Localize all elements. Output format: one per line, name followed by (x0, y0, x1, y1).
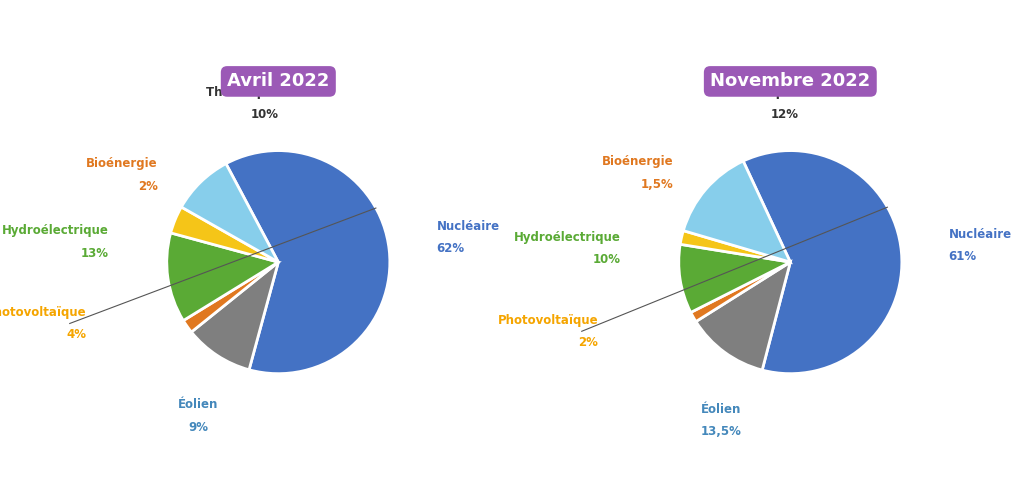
Wedge shape (171, 207, 279, 262)
Text: 2%: 2% (579, 336, 598, 349)
Text: Hydroélectrique: Hydroélectrique (514, 231, 621, 244)
Wedge shape (691, 262, 791, 322)
Wedge shape (696, 262, 791, 370)
Wedge shape (226, 151, 390, 374)
Wedge shape (181, 163, 279, 262)
Text: 62%: 62% (436, 242, 465, 255)
Wedge shape (679, 244, 791, 312)
Text: 10%: 10% (593, 253, 621, 266)
Wedge shape (680, 231, 791, 262)
Text: Éolien: Éolien (178, 398, 218, 411)
Wedge shape (743, 151, 902, 374)
Text: Avril 2022: Avril 2022 (227, 72, 330, 90)
Text: Éolien: Éolien (701, 403, 741, 416)
Text: 2%: 2% (138, 180, 158, 193)
Text: Thermique fossile: Thermique fossile (725, 86, 844, 99)
Text: 4%: 4% (67, 328, 86, 341)
Text: Bioénergie: Bioénergie (601, 155, 673, 168)
Wedge shape (683, 161, 791, 262)
Text: Novembre 2022: Novembre 2022 (711, 72, 870, 90)
Text: 1,5%: 1,5% (640, 178, 673, 190)
Text: 12%: 12% (771, 108, 799, 122)
Text: Thermique fossile: Thermique fossile (206, 86, 325, 99)
Text: 13%: 13% (81, 247, 109, 260)
Text: 9%: 9% (188, 421, 208, 434)
Text: Photovoltaïque: Photovoltaïque (498, 314, 598, 326)
Text: Hydroélectrique: Hydroélectrique (2, 224, 109, 237)
Text: 61%: 61% (948, 250, 977, 263)
Wedge shape (191, 262, 279, 370)
Text: 13,5%: 13,5% (700, 425, 741, 438)
Text: Bioénergie: Bioénergie (86, 158, 158, 170)
Wedge shape (183, 262, 279, 332)
Text: 10%: 10% (251, 108, 279, 122)
Text: Photovoltaïque: Photovoltaïque (0, 306, 86, 319)
Text: Nucléaire: Nucléaire (948, 228, 1012, 241)
Text: Nucléaire: Nucléaire (436, 220, 500, 233)
Wedge shape (167, 233, 279, 321)
